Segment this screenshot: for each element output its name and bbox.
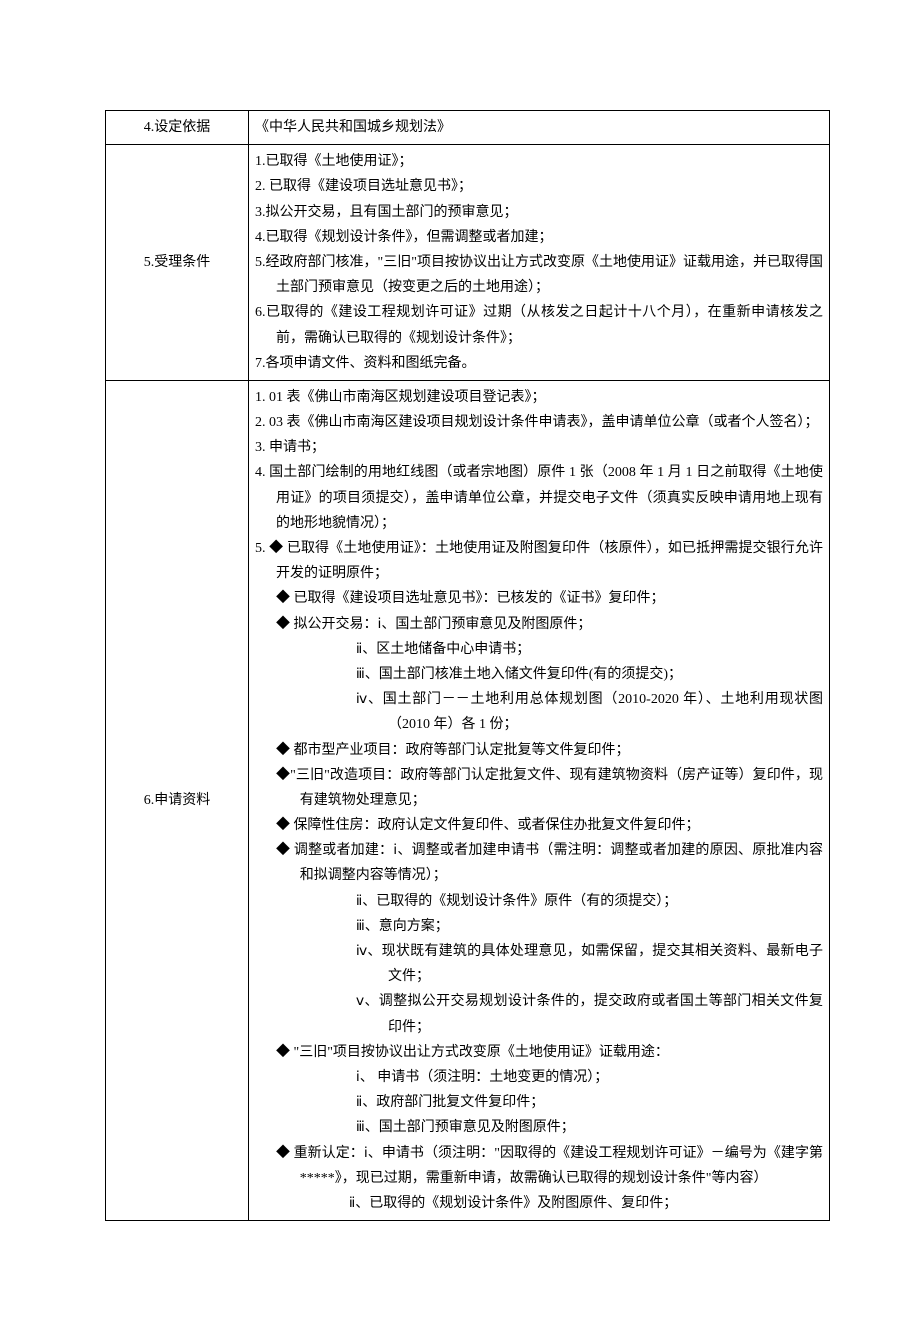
row-content: 《中华人民共和国城乡规划法》 xyxy=(249,111,830,145)
content-line: 3. 申请书； xyxy=(255,435,823,460)
table-row: 6.申请资料1. 01 表《佛山市南海区规划建设项目登记表》；2. 03 表《佛… xyxy=(106,380,830,1220)
table-body: 4.设定依据《中华人民共和国城乡规划法》5.受理条件1.已取得《土地使用证》；2… xyxy=(106,111,830,1221)
content-line: ◆ 重新认定：ⅰ、申请书（须注明："因取得的《建设工程规划许可证》－编号为《建字… xyxy=(255,1141,823,1191)
table-row: 5.受理条件1.已取得《土地使用证》；2. 已取得《建设项目选址意见书》；3.拟… xyxy=(106,145,830,381)
content-line: 7.各项申请文件、资料和图纸完备。 xyxy=(255,351,823,376)
content-line: ◆ 都市型产业项目：政府等部门认定批复等文件复印件； xyxy=(255,738,823,763)
content-line: ◆ 已取得《建设项目选址意见书》：已核发的《证书》复印件； xyxy=(255,586,823,611)
row-label: 4.设定依据 xyxy=(106,111,249,145)
content-line: 3.拟公开交易，且有国土部门的预审意见； xyxy=(255,200,823,225)
content-line: 2. 03 表《佛山市南海区建设项目规划设计条件申请表》，盖申请单位公章（或者个… xyxy=(255,410,823,435)
document-table: 4.设定依据《中华人民共和国城乡规划法》5.受理条件1.已取得《土地使用证》；2… xyxy=(105,110,830,1221)
content-line: 5.经政府部门核准，"三旧"项目按协议出让方式改变原《土地使用证》证载用途，并已… xyxy=(255,250,823,300)
content-line: 4.已取得《规划设计条件》，但需调整或者加建； xyxy=(255,225,823,250)
content-line: ◆ 调整或者加建：ⅰ、调整或者加建申请书（需注明：调整或者加建的原因、原批准内容… xyxy=(255,838,823,888)
content-line: ◆ "三旧"项目按协议出让方式改变原《土地使用证》证载用途： xyxy=(255,1040,823,1065)
content-line: ◆ 保障性住房：政府认定文件复印件、或者保住办批复文件复印件； xyxy=(255,813,823,838)
row-content: 1. 01 表《佛山市南海区规划建设项目登记表》；2. 03 表《佛山市南海区建… xyxy=(249,380,830,1220)
content-line: 1.已取得《土地使用证》； xyxy=(255,149,823,174)
row-content: 1.已取得《土地使用证》；2. 已取得《建设项目选址意见书》；3.拟公开交易，且… xyxy=(249,145,830,381)
content-line: ⅲ、意向方案； xyxy=(255,914,823,939)
content-line: 4. 国土部门绘制的用地红线图（或者宗地图）原件 1 张（2008 年 1 月 … xyxy=(255,460,823,536)
content-line: ⅳ、现状既有建筑的具体处理意见，如需保留，提交其相关资料、最新电子文件； xyxy=(255,939,823,989)
content-line: 2. 已取得《建设项目选址意见书》； xyxy=(255,174,823,199)
content-line: ⅱ、政府部门批复文件复印件； xyxy=(255,1090,823,1115)
content-line: ◆"三旧"改造项目：政府等部门认定批复文件、现有建筑物资料（房产证等）复印件，现… xyxy=(255,763,823,813)
content-line: 6.已取得的《建设工程规划许可证》过期（从核发之日起计十八个月），在重新申请核发… xyxy=(255,300,823,350)
content-line: ⅱ、已取得的《规划设计条件》及附图原件、复印件； xyxy=(255,1191,823,1216)
content-line: 5. ◆ 已取得《土地使用证》：土地使用证及附图复印件（核原件），如已抵押需提交… xyxy=(255,536,823,586)
content-line: ⅲ、国土部门预审意见及附图原件； xyxy=(255,1115,823,1140)
content-line: ⅳ、国土部门－－土地利用总体规划图（2010-2020 年）、土地利用现状图（2… xyxy=(255,687,823,737)
content-line: ⅱ、区土地储备中心申请书； xyxy=(255,637,823,662)
content-line: ⅲ、国土部门核准土地入储文件复印件(有的须提交)； xyxy=(255,662,823,687)
content-line: ⅴ、调整拟公开交易规划设计条件的，提交政府或者国土等部门相关文件复印件； xyxy=(255,989,823,1039)
content-line: ⅰ、 申请书（须注明：土地变更的情况）； xyxy=(255,1065,823,1090)
table-row: 4.设定依据《中华人民共和国城乡规划法》 xyxy=(106,111,830,145)
content-line: 1. 01 表《佛山市南海区规划建设项目登记表》； xyxy=(255,385,823,410)
row-label: 5.受理条件 xyxy=(106,145,249,381)
content-line: ◆ 拟公开交易：ⅰ、国土部门预审意见及附图原件； xyxy=(255,612,823,637)
row-label: 6.申请资料 xyxy=(106,380,249,1220)
content-line: 《中华人民共和国城乡规划法》 xyxy=(255,115,823,140)
content-line: ⅱ、已取得的《规划设计条件》原件（有的须提交）； xyxy=(255,889,823,914)
